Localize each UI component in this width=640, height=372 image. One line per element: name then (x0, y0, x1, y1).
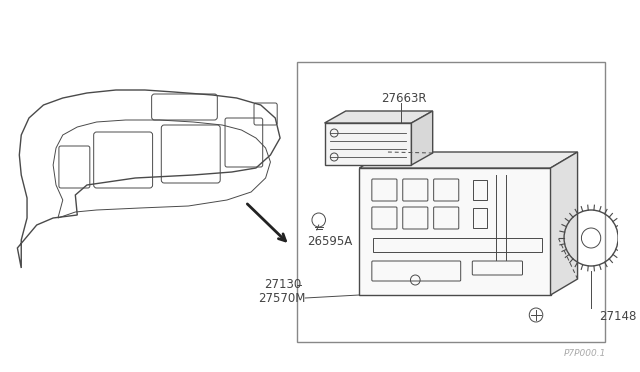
Text: 27570M: 27570M (258, 292, 305, 305)
Polygon shape (324, 111, 433, 123)
Bar (473, 180, 487, 200)
Text: 27663R: 27663R (381, 92, 427, 105)
Bar (298, 62, 605, 342)
Polygon shape (359, 152, 577, 168)
Polygon shape (324, 123, 412, 165)
Polygon shape (412, 111, 433, 165)
Bar (473, 208, 487, 228)
Text: 26595A: 26595A (307, 235, 353, 248)
Text: 27130: 27130 (264, 279, 301, 292)
Polygon shape (359, 168, 550, 295)
Text: 27148: 27148 (599, 310, 636, 323)
Polygon shape (550, 152, 577, 295)
Text: P7P000.1: P7P000.1 (564, 349, 607, 358)
Bar (373, 238, 542, 252)
